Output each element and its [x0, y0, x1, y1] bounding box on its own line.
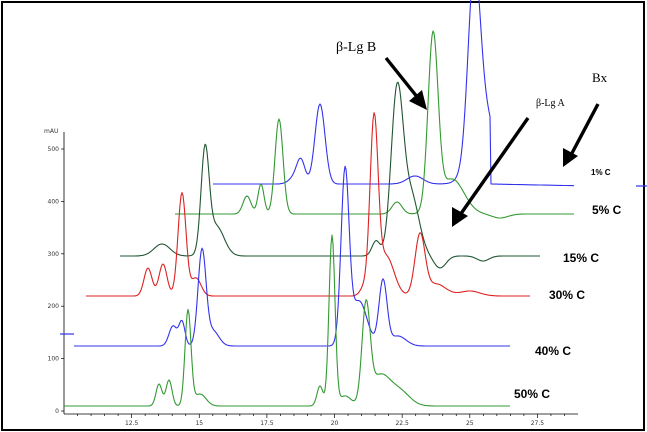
y-axis-label: mAU: [44, 128, 58, 135]
trace-series-2: [175, 30, 574, 219]
arrow-bx: [563, 103, 600, 167]
trace-series-1: [213, 0, 574, 187]
x-tick-label: 20: [331, 420, 339, 427]
chromatogram-traces: [64, 0, 574, 407]
annotation-beta-lg-b: β-Lg B: [336, 40, 376, 55]
x-tick-label: 12.5: [125, 420, 139, 427]
series-label-15pct: 15% C: [563, 251, 599, 265]
series-label-1pct: 1% C: [591, 168, 611, 177]
trace-series-5: [74, 165, 510, 347]
x-tick-label: 15: [195, 420, 203, 427]
x-tick-label: 17.5: [260, 420, 274, 427]
series-label-40pct: 40% C: [535, 344, 571, 358]
arrow-beta-lg-a: [452, 117, 530, 227]
y-tick-label: 200: [48, 303, 60, 310]
y-tick-label: 100: [48, 356, 60, 363]
y-axis-ticks: 0 100 200 300 400 500: [48, 146, 64, 415]
y-tick-label: 0: [55, 408, 59, 415]
annotation-bx: Bx: [592, 70, 608, 85]
y-tick-label: 400: [48, 198, 60, 205]
y-tick-label: 300: [48, 251, 60, 258]
x-tick-label: 27.5: [531, 420, 545, 427]
series-label-30pct: 30% C: [549, 288, 585, 302]
y-tick-label: 500: [48, 146, 60, 153]
x-tick-label: 22.5: [395, 420, 409, 427]
annotation-beta-lg-a: β-Lg A: [536, 98, 565, 109]
arrow-beta-lg-b: [384, 56, 427, 110]
trace-series-6: [64, 234, 510, 407]
series-label-50pct: 50% C: [514, 387, 550, 401]
trace-series-4: [86, 112, 530, 297]
series-label-5pct: 5% C: [592, 203, 622, 217]
x-axis-ticks: 12.5 15 17.5 20 22.5 25 27.5: [77, 414, 565, 427]
x-tick-label: 25: [466, 420, 474, 427]
